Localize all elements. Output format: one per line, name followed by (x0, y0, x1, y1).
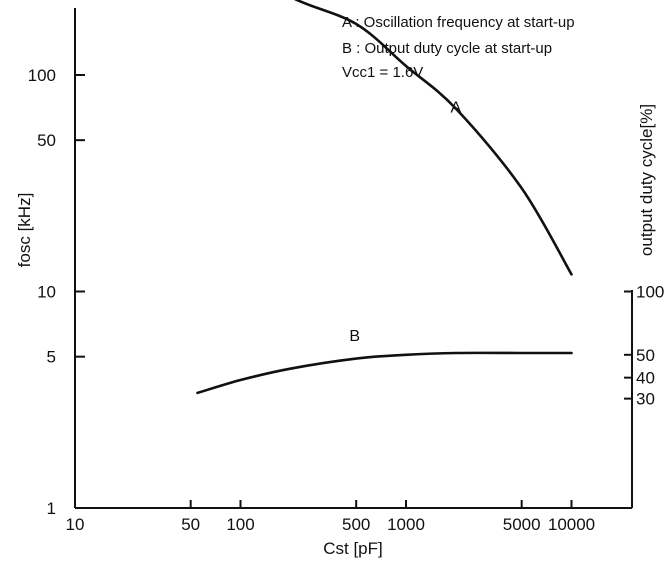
right-tick-label: 40 (636, 369, 655, 388)
series-lines: AB (196, 0, 573, 395)
series-a-line (293, 0, 573, 276)
legend-entry: B : Output duty cycle at start-up (342, 40, 552, 57)
x-tick-label: 1000 (387, 515, 425, 534)
x-tick-label: 100 (226, 515, 254, 534)
x-tick-label: 500 (342, 515, 370, 534)
series-b-line (196, 351, 573, 395)
x-tick-label: 10000 (548, 515, 595, 534)
x-tick-label: 10 (66, 515, 85, 534)
right-tick-label: 100 (636, 283, 664, 302)
x-tick-label: 50 (181, 515, 200, 534)
right-tick-label: 30 (636, 390, 655, 409)
y-ticks: 151050100500 (28, 66, 85, 518)
series-b-label: B (349, 328, 360, 345)
y-tick-label: 50 (37, 131, 56, 150)
y-axis-right-label: output duty cycle[%] (637, 104, 656, 256)
y-tick-label: 100 (28, 66, 56, 85)
right-axis-ticks: 100 50 40 30 (624, 283, 664, 409)
legend-entry: A : Oscillation frequency at start-up (342, 14, 575, 31)
legend: A : Oscillation frequency at start-up B :… (342, 14, 575, 57)
condition-label: Vcc1 = 1.6V (342, 64, 423, 81)
x-axis-label: Cst [pF] (323, 539, 383, 558)
right-tick-label: 50 (636, 346, 655, 365)
x-tick-label: 5000 (503, 515, 541, 534)
y-tick-label: 1 (47, 499, 56, 518)
y-tick-label: 5 (47, 348, 56, 367)
series-a-label: A (450, 100, 461, 117)
x-ticks: 10 50 100 500 1000 5000 10000 (66, 500, 595, 534)
y-tick-label: 10 (37, 283, 56, 302)
y-axis-label: fosc [kHz] (15, 193, 34, 268)
